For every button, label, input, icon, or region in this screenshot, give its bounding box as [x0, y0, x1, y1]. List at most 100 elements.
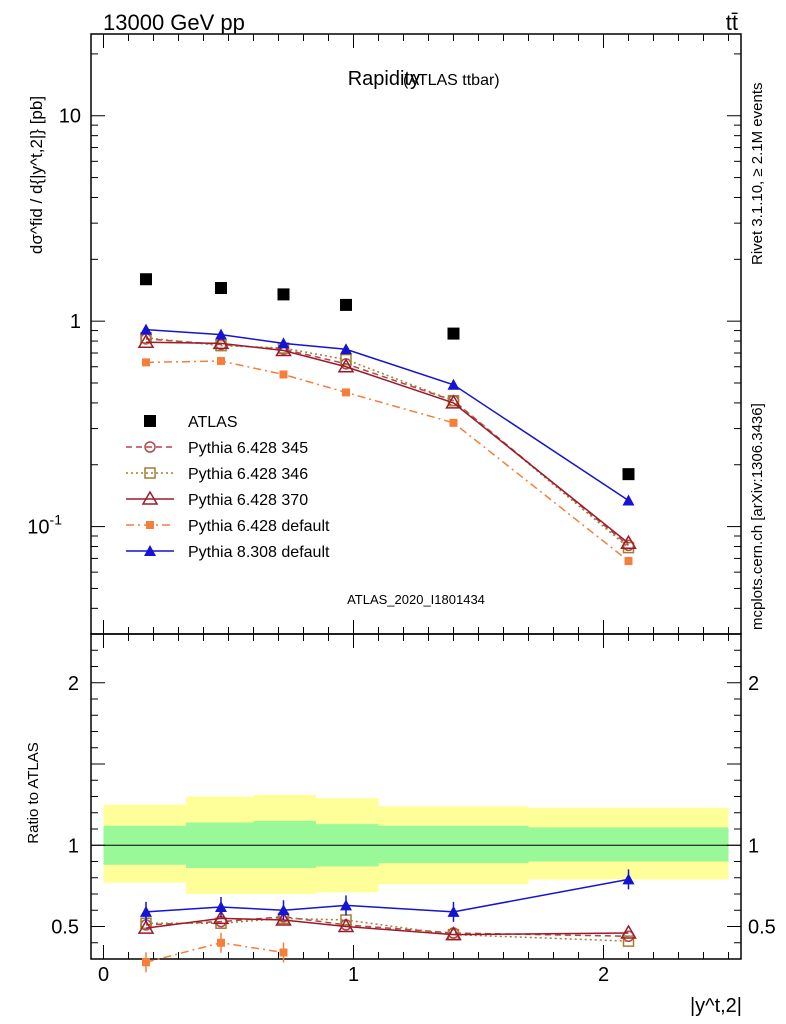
ratio-point: [279, 948, 288, 957]
data-point: [342, 388, 350, 397]
analysis-id: ATLAS_2020_I1801434: [347, 592, 485, 607]
data-point: [449, 418, 458, 427]
data-point: [447, 378, 460, 390]
series-py370: [137, 333, 637, 549]
data-point: [340, 343, 352, 355]
legend-label: Pythia 6.428 default: [188, 518, 330, 535]
ratio-point: [445, 926, 462, 941]
data-point: [217, 356, 225, 365]
data-point: [215, 328, 227, 340]
x-ticks: [103, 34, 729, 959]
main-panel: 10-1 1 10 Rapidity (ATLAS ttbar) ATLAS_202…: [27, 33, 742, 635]
data-point: [137, 333, 155, 348]
ratio-series-py345: [140, 911, 635, 942]
y-tick-label: 10-1: [27, 512, 62, 539]
legend-marker: [146, 521, 154, 529]
ratio-point: [447, 905, 460, 917]
x-tick-label: 0: [98, 964, 109, 986]
series-line: [145, 341, 629, 544]
mcplots-label-wrap: mcplots.cern.ch [arXiv:1306.3436]: [749, 403, 766, 630]
band-inner: [253, 820, 316, 868]
ratio-panel: 0.5 0.5 1 1 2 2 0 1 2: [51, 34, 776, 986]
legend: ATLAS Pythia 6.428 345 Pythia 6.428 346 Pyt…: [126, 414, 330, 561]
data-point: [212, 334, 230, 350]
process-label: tt̄: [726, 10, 738, 35]
legend-item-py346: Pythia 6.428 346: [126, 466, 308, 483]
ratio-point: [622, 935, 635, 947]
y-axis-main-label: dσ^fid / d{|y^t,2|} [pb]: [27, 96, 46, 254]
data-point: [622, 468, 635, 481]
data-point: [275, 341, 292, 357]
y-axis-main-label-text: dσ^fid / d{|y^t,2|} [pb]: [27, 96, 46, 254]
legend-marker: [141, 490, 159, 505]
legend-item-py345: Pythia 6.428 345: [126, 440, 308, 457]
series-py8: [140, 323, 635, 506]
ratio-line: [145, 917, 629, 936]
x-tick-label: 2: [598, 964, 609, 986]
data-point: [142, 358, 150, 367]
y-tick-label-right: 0.5: [748, 917, 776, 939]
ratio-point: [137, 919, 155, 934]
ratio-point: [142, 958, 150, 967]
ratio-y-ticks: [91, 649, 741, 944]
svg-text:Rapidity: Rapidity: [348, 68, 420, 90]
data-point: [277, 337, 290, 349]
mcplots-label: mcplots.cern.ch [arXiv:1306.3436]: [749, 403, 766, 630]
legend-marker: [144, 467, 156, 479]
series-atlas: [140, 273, 635, 481]
energy-label: 13000 GeV pp: [103, 10, 245, 35]
ratio-series-py370: [137, 909, 637, 941]
rivet-label: Rivet 3.1.10, ≥ 2.1M events: [749, 83, 766, 266]
y-tick-label: 10: [59, 106, 81, 128]
data-point: [447, 327, 460, 340]
ratio-series-py8: [140, 869, 635, 922]
ratio-point: [140, 905, 152, 917]
ratio-line: [145, 915, 629, 937]
legend-label: Pythia 6.428 345: [188, 440, 308, 457]
ratio-point: [620, 924, 637, 939]
main-y-ticks: [91, 53, 741, 635]
legend-marker: [144, 545, 156, 556]
y-tick-label: 1: [70, 311, 81, 333]
rivet-label-wrap: Rivet 3.1.10, ≥ 2.1M events: [749, 83, 766, 266]
data-point: [215, 282, 227, 295]
plot-subtitle: (ATLAS ttbar): [403, 72, 500, 89]
data-point: [445, 394, 462, 409]
data-point: [620, 534, 637, 549]
ratio-line: [145, 878, 629, 913]
band-inner: [378, 825, 529, 864]
data-point: [140, 273, 152, 286]
y-tick-label: 2: [68, 673, 79, 695]
legend-marker: [144, 441, 156, 453]
legend-label: ATLAS: [188, 414, 238, 431]
data-point: [277, 288, 290, 301]
ratio-point: [277, 904, 290, 916]
legend-item-py8: Pythia 8.308 default: [126, 544, 330, 561]
legend-marker: [144, 415, 156, 427]
ratio-uncertainty-bands: [103, 794, 729, 894]
x-tick-label: 1: [348, 964, 359, 986]
legend-label: Pythia 8.308 default: [188, 544, 330, 561]
y-axis-ratio-label: Ratio to ATLAS: [25, 742, 42, 843]
y-tick-label-right: 2: [748, 673, 759, 695]
band-inner: [528, 827, 729, 862]
ratio-point: [337, 918, 355, 933]
ratio-plot-area: 0.5 0.5 1 1 2 2 0 1 2: [51, 34, 776, 986]
data-point: [624, 556, 633, 565]
ratio-point: [622, 873, 635, 885]
x-axis-label: |y^t,2|: [690, 995, 742, 1017]
main-plot-area: 10-1 1 10: [27, 53, 741, 635]
data-point: [140, 323, 152, 335]
y-tick-label: 1: [68, 835, 79, 857]
y-axis-ratio-label-text: Ratio to ATLAS: [25, 742, 42, 843]
ratio-point: [275, 911, 292, 926]
legend-item-py370: Pythia 6.428 370: [126, 490, 308, 509]
y-tick-label-right: 1: [748, 835, 759, 857]
ratio-point: [340, 899, 352, 911]
legend-item-atlas: ATLAS: [144, 414, 238, 431]
y-tick-label: 0.5: [51, 917, 79, 939]
series-py_default: [142, 356, 633, 565]
data-point: [279, 370, 288, 379]
data-point: [340, 298, 352, 311]
